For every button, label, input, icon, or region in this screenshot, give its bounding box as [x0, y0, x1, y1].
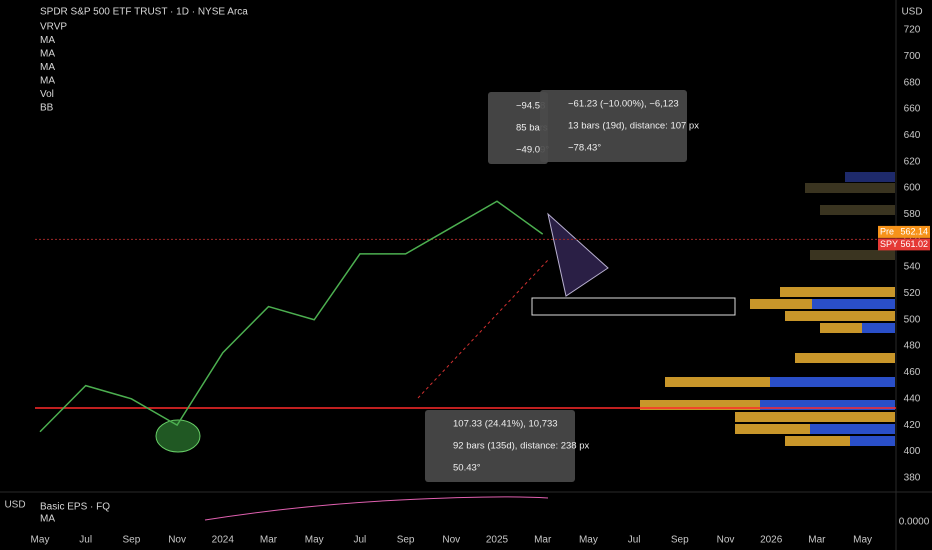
vp-bar [812, 299, 895, 309]
x-tick-label: Sep [123, 535, 141, 546]
x-tick-label: Nov [168, 535, 186, 546]
y-tick-label: 460 [904, 367, 921, 378]
price-tag [878, 238, 930, 251]
indicator: MA [40, 76, 55, 87]
highlight [155, 419, 201, 453]
measure-text: 50.43° [453, 463, 481, 474]
y-tick-label: 640 [904, 130, 921, 141]
y-tick-label: 440 [904, 393, 921, 404]
measure-text: 13 bars (19d), distance: 107 px [568, 121, 699, 132]
vp-bar [820, 323, 895, 333]
y-tick-label: 380 [904, 472, 921, 483]
y-tick-label: 420 [904, 420, 921, 431]
volume-profile [640, 172, 895, 446]
y-tick-label: 400 [904, 446, 921, 457]
x-tick-label: Mar [260, 535, 278, 546]
measure-text: −49.09° [516, 145, 549, 156]
indicator: MA [40, 35, 55, 46]
measure-text: 85 bars [516, 123, 548, 134]
chart-title: SPDR S&P 500 ETF TRUST · 1D · NYSE Arca [40, 7, 248, 18]
measure-bg [425, 410, 575, 482]
x-tick-label: Sep [397, 535, 415, 546]
x-tick-label: Jul [628, 535, 641, 546]
measure-text: 107.33 (24.41%), 10,733 [453, 419, 558, 430]
x-tick-label: Mar [534, 535, 552, 546]
x-tick-label: Jul [354, 535, 367, 546]
x-tick-label: Nov [442, 535, 460, 546]
y-tick-label: 680 [904, 77, 921, 88]
vp-bar [850, 436, 895, 446]
indicator: MA [40, 62, 55, 73]
drawing-wedge [547, 212, 609, 297]
indicator: BB [40, 103, 54, 114]
eps-line [204, 496, 549, 521]
y-tick-label: 580 [904, 209, 921, 220]
x-tick-label: Mar [808, 535, 826, 546]
price-tag-value: 561.02 [900, 239, 928, 249]
y-tick-label: 700 [904, 51, 921, 62]
x-tick-label: Nov [717, 535, 735, 546]
x-tick-label: May [305, 535, 324, 546]
indicator: Vol [40, 89, 54, 100]
vp-bar [862, 323, 895, 333]
measure-box: 107.33 (24.41%), 10,733 92 bars (135d), d… [425, 410, 590, 482]
drawing-trend [417, 259, 549, 399]
price-tag-value: 562.14 [900, 226, 928, 236]
y-tick-label: 500 [904, 314, 921, 325]
measure-box: −94.58 85 bars −49.09° [488, 92, 549, 164]
y-tick-label: 600 [904, 183, 921, 194]
measure-text: −61.23 (−10.00%), −6,123 [568, 99, 679, 110]
pane-title: Basic EPS · FQ [40, 502, 110, 513]
x-tick-label: Jul [79, 535, 92, 546]
y-tick-label: 520 [904, 288, 921, 299]
price-tag-label: Pre [880, 226, 894, 236]
price-line-series [39, 200, 544, 433]
measure-text: 92 bars (135d), distance: 238 px [453, 441, 590, 452]
y-tick-label: 660 [904, 104, 921, 115]
price-tag-label: SPY [880, 239, 898, 249]
vp-bar [810, 424, 895, 434]
vp-bar [805, 183, 895, 193]
vp-bar [810, 250, 895, 260]
vp-bar [770, 377, 895, 387]
vp-bar [735, 412, 895, 422]
x-tick-label: May [579, 535, 598, 546]
vp-bar [785, 311, 895, 321]
y-tick-label: 620 [904, 156, 921, 167]
indicator: MA [40, 49, 55, 60]
x-tick-label: May [853, 535, 872, 546]
pane-tick: 0.0000 [899, 517, 930, 528]
price-tag [878, 225, 930, 238]
currency-button[interactable]: USD [901, 7, 922, 18]
vp-bar [780, 287, 895, 297]
vp-bar [845, 172, 895, 182]
measure-box: −61.23 (−10.00%), −6,123 13 bars (19d), d… [540, 90, 699, 162]
pane-currency[interactable]: USD [4, 500, 25, 511]
indicator: VRVP [40, 22, 67, 33]
x-tick-label: 2026 [760, 535, 783, 546]
measure-text: −94.58 [516, 101, 545, 112]
measure-text: −78.43° [568, 143, 601, 154]
vp-bar [760, 400, 895, 410]
drawing-rect [531, 297, 736, 316]
vp-bar [795, 353, 895, 363]
vp-bar [785, 436, 895, 446]
measure-bg [488, 92, 548, 164]
y-tick-label: 480 [904, 341, 921, 352]
x-tick-label: 2024 [212, 535, 235, 546]
x-tick-label: Sep [671, 535, 689, 546]
x-tick-label: 2025 [486, 535, 509, 546]
y-tick-label: 540 [904, 262, 921, 273]
vp-bar [820, 205, 895, 215]
y-tick-label: 720 [904, 25, 921, 36]
pane-ma: MA [40, 514, 55, 525]
measure-bg [540, 90, 687, 162]
x-tick-label: May [31, 535, 50, 546]
